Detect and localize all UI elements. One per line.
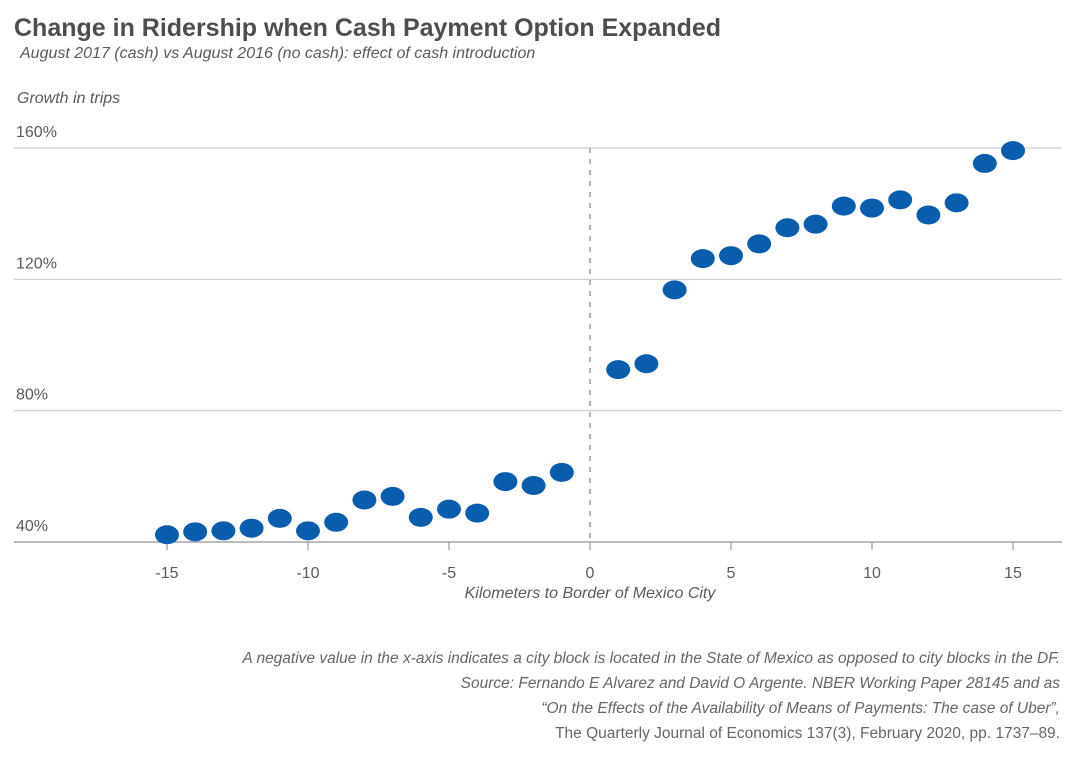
x-tick-label: 10 bbox=[863, 565, 881, 582]
source-line-2: “On the Effects of the Availability of M… bbox=[541, 700, 1060, 717]
chart-title: Change in Ridership when Cash Payment Op… bbox=[14, 14, 722, 42]
data-point bbox=[183, 522, 208, 542]
source-line-3: The Quarterly Journal of Economics 137(3… bbox=[555, 725, 1060, 742]
data-point bbox=[408, 507, 433, 527]
data-point bbox=[380, 486, 405, 506]
data-point bbox=[352, 490, 377, 510]
y-axis-label: Growth in trips bbox=[17, 90, 121, 107]
data-point bbox=[775, 218, 800, 238]
data-point bbox=[747, 234, 772, 254]
x-tick-label: 5 bbox=[727, 565, 736, 582]
data-point bbox=[1001, 141, 1025, 161]
data-point bbox=[549, 462, 574, 482]
data-point bbox=[719, 246, 743, 266]
y-tick-label: 120% bbox=[16, 255, 57, 272]
data-point bbox=[606, 360, 631, 380]
data-point bbox=[831, 196, 856, 216]
data-point bbox=[155, 525, 179, 545]
data-point bbox=[493, 472, 518, 492]
chart-subtitle: August 2017 (cash) vs August 2016 (no ca… bbox=[20, 45, 536, 62]
data-point bbox=[662, 280, 687, 300]
data-point bbox=[521, 476, 546, 496]
data-point bbox=[267, 508, 292, 528]
x-tick-label: -5 bbox=[442, 565, 456, 582]
data-point bbox=[803, 214, 828, 234]
data-point bbox=[437, 499, 461, 519]
x-axis-label: Kilometers to Border of Mexico City bbox=[465, 585, 717, 602]
scatter-chart: 160% 120% 80% 40% -15 -10 -5 0 5 10 15 Kilometers t… bbox=[14, 124, 1062, 602]
x-tick-label: -15 bbox=[155, 565, 178, 582]
data-point bbox=[860, 198, 884, 218]
data-point bbox=[239, 518, 264, 538]
data-point bbox=[634, 354, 659, 374]
data-point bbox=[690, 249, 715, 269]
x-tick-label: 15 bbox=[1004, 565, 1022, 582]
data-point bbox=[916, 205, 941, 225]
data-point bbox=[296, 521, 320, 541]
data-point bbox=[211, 521, 236, 541]
data-point bbox=[324, 512, 349, 532]
y-tick-label: 160% bbox=[16, 124, 57, 141]
x-tick-label: 0 bbox=[586, 565, 595, 582]
y-tick-label: 80% bbox=[16, 387, 48, 404]
source-line-1: Source: Fernando E Alvarez and David O A… bbox=[460, 675, 1060, 692]
footnote-x-axis: A negative value in the x-axis indicates… bbox=[242, 650, 1060, 667]
data-point bbox=[465, 503, 490, 523]
data-point bbox=[972, 153, 997, 173]
y-tick-label: 40% bbox=[16, 518, 48, 535]
x-tick-label: -10 bbox=[296, 565, 319, 582]
data-point bbox=[944, 193, 969, 213]
data-point bbox=[888, 190, 913, 210]
